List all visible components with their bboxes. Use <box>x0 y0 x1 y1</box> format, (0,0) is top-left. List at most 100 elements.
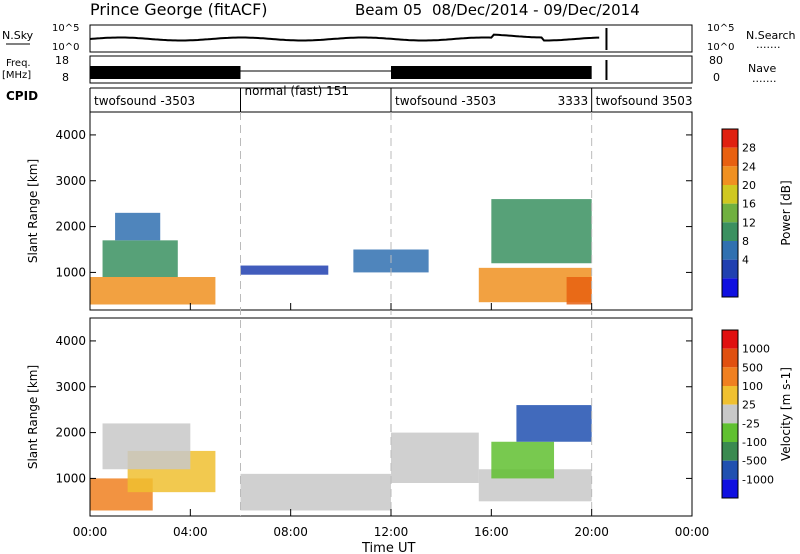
y-tick-label-1-0: 1000 <box>55 471 86 485</box>
velocity-scale-swatch-6 <box>722 442 738 461</box>
noise-trace <box>89 33 600 42</box>
power-scale-frame <box>721 128 739 298</box>
velocity-scale-tick-6: -500 <box>742 455 767 468</box>
power-scale-tick-3: 16 <box>742 198 756 211</box>
velocity-panel <box>89 317 693 517</box>
powerData-region-0 <box>90 277 216 305</box>
y-tick-label-1-2: 3000 <box>55 380 86 394</box>
cpid-label-4: twofsound 3503 <box>596 94 693 108</box>
velocity-scale-swatch-2 <box>722 367 738 386</box>
velocity-scale-title: Velocity [m s-1] <box>779 367 793 461</box>
velocity-scale-tick-7: -1000 <box>742 473 774 486</box>
velocity-scale-swatch-1 <box>722 348 738 368</box>
freq-bar-1 <box>391 66 592 79</box>
freq-bar-0 <box>90 66 241 79</box>
cpid-label-2: twofsound -3503 <box>395 94 496 108</box>
power-scale-swatch-0 <box>722 129 738 148</box>
freq-left-tick-top: 18 <box>55 54 69 67</box>
freq-bars <box>90 60 608 80</box>
mhz-label: [MHz] <box>2 70 31 81</box>
power-scale-swatch-8 <box>722 278 738 297</box>
noise-right-tick-top: 10^5 <box>707 23 734 34</box>
velocity-scale-frame <box>721 329 739 499</box>
x-tick-label-3: 12:00 <box>374 525 409 539</box>
power-colorbar: 28 24 20 16 12 8 4 Power [dB] <box>721 128 793 298</box>
y-tick-label-1-1: 2000 <box>55 426 86 440</box>
station-title: Prince George (fitACF) <box>90 0 268 19</box>
cpid-label-3: 3333 <box>558 94 589 108</box>
noise-left-tick-top: 10^5 <box>52 23 79 34</box>
velocity-scale-tick-1: 500 <box>742 361 763 374</box>
cpid-label: CPID <box>6 89 38 103</box>
nave-label: Nave <box>748 62 776 75</box>
x-tick-label-1: 04:00 <box>173 525 208 539</box>
power-scale-swatch-3 <box>722 185 738 204</box>
velocity-scale-swatch-3 <box>722 386 738 405</box>
powerData-region-7 <box>566 277 592 305</box>
y-axis-label-0: Slant Range [km] <box>26 159 40 263</box>
x-tick-label-2: 08:00 <box>273 525 308 539</box>
y-axis-label-1: Slant Range [km] <box>26 365 40 469</box>
velocity-scale-swatch-4 <box>722 404 738 424</box>
power-scale-swatch-6 <box>722 241 738 260</box>
freq-right-tick-bottom: 0 <box>713 71 720 84</box>
y-tick-label-0-2: 3000 <box>55 174 86 188</box>
nave-dots: ....... <box>752 72 776 85</box>
cpid-label-0: twofsound -3503 <box>94 94 195 108</box>
velData-region-7 <box>516 405 592 442</box>
velocity-scale-swatch-0 <box>722 330 738 349</box>
y-tick-label-1-3: 4000 <box>55 334 86 348</box>
freq-left-tick-bottom: 8 <box>62 71 69 84</box>
y-tick-label-0-1: 2000 <box>55 220 86 234</box>
power-data <box>90 199 592 305</box>
velocity-scale-swatch-5 <box>722 423 738 442</box>
velocity-scale-swatch-7 <box>722 460 738 480</box>
nsearch-label: N.Search <box>746 29 796 42</box>
velData-region-2 <box>102 423 191 470</box>
power-scale-tick-6: 4 <box>742 254 749 267</box>
powerData-region-2 <box>115 212 161 241</box>
powerData-region-1 <box>102 240 178 277</box>
power-scale-swatch-2 <box>722 166 738 185</box>
velData-region-4 <box>391 432 479 483</box>
freq-right-tick-top: 80 <box>709 54 723 67</box>
power-scale-tick-5: 8 <box>742 235 749 248</box>
powerData-region-3 <box>240 265 329 275</box>
cpid-row: twofsound -3503 normal (fast) 151 twofsoun… <box>89 84 693 112</box>
noise-spike <box>605 28 608 50</box>
power-panel <box>89 111 693 311</box>
y-tick-label-0-3: 4000 <box>55 128 86 142</box>
freq-label: Freq. <box>6 58 31 69</box>
velocity-scale-swatch-8 <box>722 479 738 498</box>
velocity-scale-tick-4: -25 <box>742 417 760 430</box>
power-scale-tick-2: 20 <box>742 179 756 192</box>
x-tick-label-6: 00:00 <box>675 525 710 539</box>
beam-label: Beam 05 <box>355 1 422 19</box>
velocity-data <box>90 405 592 511</box>
noise-right-tick-bottom: 10^0 <box>707 42 734 53</box>
velocity-scale-tick-0: 1000 <box>742 343 770 356</box>
power-scale-tick-1: 24 <box>742 160 756 173</box>
date-range: 08/Dec/2014 - 09/Dec/2014 <box>432 1 640 19</box>
freq-spike <box>605 60 608 80</box>
velData-region-6 <box>491 441 555 479</box>
x-tick-label-5: 20:00 <box>574 525 609 539</box>
power-scale-tick-4: 12 <box>742 216 756 229</box>
power-scale-swatch-7 <box>722 259 738 279</box>
power-scale-title: Power [dB] <box>779 180 793 245</box>
velocity-scale-tick-2: 100 <box>742 380 763 393</box>
nsearch-dots: ....... <box>756 38 780 51</box>
nsky-label: N.Sky <box>2 29 34 42</box>
x-tick-label-0: 00:00 <box>73 525 108 539</box>
x-tick-label-4: 16:00 <box>474 525 509 539</box>
power-scale-swatch-5 <box>722 222 738 241</box>
axes: 1000 2000 3000 4000 Slant Range [km] 1000 2000… <box>26 128 709 539</box>
cpid-label-1: normal (fast) 151 <box>245 84 349 98</box>
velocity-scale-tick-3: 25 <box>742 399 756 412</box>
y-tick-label-0-0: 1000 <box>55 265 86 279</box>
power-scale-swatch-4 <box>722 203 738 223</box>
velocity-colorbar: 1000 500 100 25 -25 -100 -500 -1000 Velocity [m … <box>721 329 793 499</box>
velocity-scale-tick-5: -100 <box>742 436 767 449</box>
power-scale-swatch-1 <box>722 147 738 167</box>
